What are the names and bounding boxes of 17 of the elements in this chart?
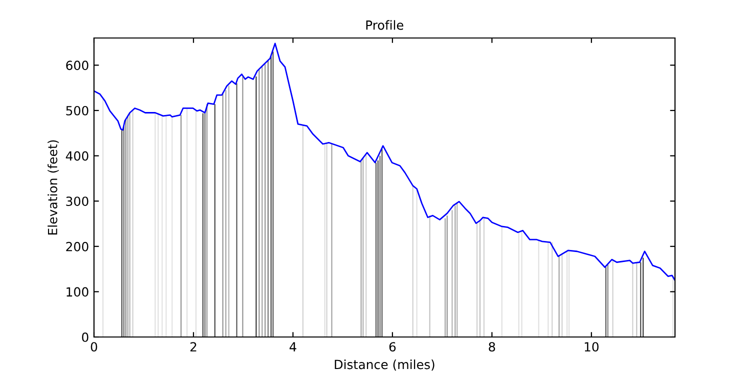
x-tick-label: 10 (584, 342, 599, 352)
y-tick-label: 200 (66, 242, 88, 252)
y-axis-title: Elevation (feet) (48, 140, 59, 235)
x-tick-label: 2 (190, 342, 196, 352)
y-tick-label: 100 (66, 287, 88, 297)
x-tick-label: 6 (389, 342, 396, 352)
x-axis-title: Distance (miles) (334, 360, 434, 371)
y-tick-label: 600 (66, 60, 88, 70)
x-tick-label: 8 (488, 342, 496, 352)
y-tick-label: 400 (66, 151, 88, 161)
chart-title: Profile (366, 20, 404, 30)
y-tick-label: 500 (66, 106, 88, 116)
line-series (94, 42, 675, 282)
x-tick-label: 4 (290, 342, 296, 352)
y-tick-label: 0 (82, 332, 88, 342)
x-tick-label: 0 (90, 342, 98, 352)
y-tick-label: 300 (66, 196, 88, 206)
